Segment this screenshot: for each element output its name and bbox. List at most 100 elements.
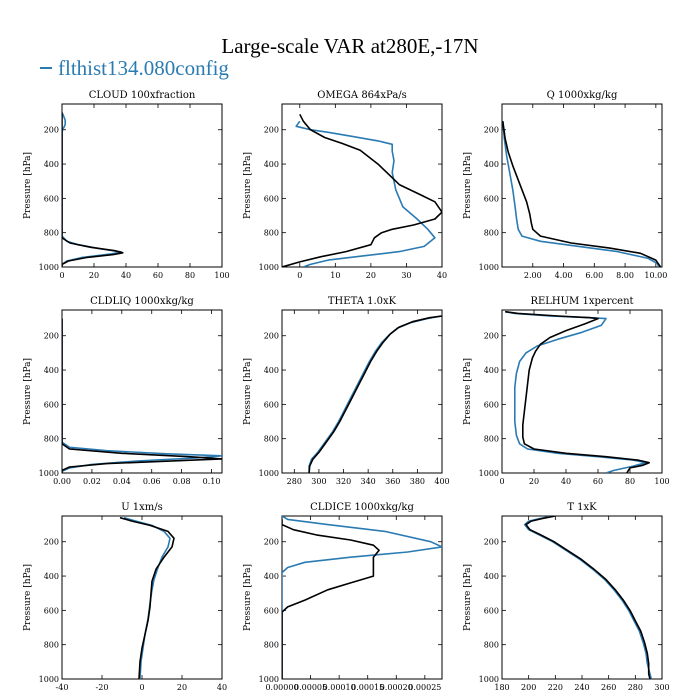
panel-title: THETA 1.0xK — [328, 296, 397, 307]
x-tick-label: 300 — [654, 683, 669, 692]
legend: flthist134.080config — [40, 56, 229, 81]
series-line-config — [62, 112, 122, 267]
x-tick-label: 60 — [593, 477, 603, 486]
y-tick-label: 1000 — [39, 675, 59, 684]
panel: Q 1000xkg/kg Pressure [hPa] 200 400 600 800 10… — [463, 90, 667, 280]
y-tick-label: 1000 — [259, 263, 279, 272]
x-tick-label: 100 — [214, 271, 229, 280]
series-line-config — [502, 121, 660, 267]
y-tick-label: 800 — [264, 435, 279, 444]
panel: CLDICE 1000xkg/kg Pressure [hPa] 200 400 600… — [243, 502, 443, 692]
plot-frame — [281, 515, 443, 680]
x-tick-label: 0 — [297, 271, 302, 280]
y-tick-label: 1000 — [39, 469, 59, 478]
x-tick-label: 20 — [89, 271, 99, 280]
y-tick-label: 1000 — [479, 263, 499, 272]
x-tick-label: 20 — [366, 271, 376, 280]
x-tick-label: 80 — [625, 477, 635, 486]
plot-frame — [61, 103, 223, 268]
y-axis-label: Pressure [hPa] — [23, 358, 33, 425]
y-axis-label: Pressure [hPa] — [23, 564, 33, 631]
x-tick-label: 260 — [601, 683, 616, 692]
y-tick-label: 600 — [484, 194, 499, 203]
y-tick-label: 200 — [44, 126, 59, 135]
x-tick-label: 100 — [654, 477, 669, 486]
series-line-reference — [119, 516, 175, 679]
x-tick-label: 2.00 — [524, 271, 542, 280]
y-tick-label: 400 — [44, 160, 59, 169]
panel-title: RELHUM 1xpercent — [530, 296, 633, 307]
y-axis-label: Pressure [hPa] — [463, 358, 473, 425]
y-tick-label: 800 — [264, 229, 279, 238]
x-tick-label: 220 — [548, 683, 563, 692]
x-tick-label: 360 — [385, 477, 400, 486]
panel-title: T 1xK — [567, 502, 597, 513]
x-tick-label: 0.00005 — [294, 683, 327, 692]
x-tick-label: 0 — [59, 271, 64, 280]
x-tick-label: 0.00020 — [380, 683, 413, 692]
series-line-config — [308, 315, 442, 473]
x-tick-label: 20 — [529, 477, 539, 486]
y-tick-label: 800 — [484, 641, 499, 650]
y-tick-label: 1000 — [479, 675, 499, 684]
x-tick-label: 200 — [521, 683, 536, 692]
y-tick-label: 200 — [484, 332, 499, 341]
y-tick-label: 600 — [264, 606, 279, 615]
panel-title: OMEGA 864xPa/s — [317, 90, 407, 101]
y-tick-label: 800 — [44, 641, 59, 650]
x-tick-label: 180 — [494, 683, 509, 692]
y-tick-label: 200 — [484, 126, 499, 135]
y-tick-label: 200 — [264, 332, 279, 341]
x-tick-label: 0.08 — [173, 477, 191, 486]
x-tick-label: 60 — [153, 271, 163, 280]
x-tick-label: 0.10 — [203, 477, 221, 486]
y-axis-label: Pressure [hPa] — [243, 152, 253, 219]
series-line-reference — [525, 516, 651, 679]
x-tick-label: 0.00010 — [323, 683, 356, 692]
series-line-reference — [62, 318, 222, 473]
x-tick-label: 10.00 — [644, 271, 667, 280]
y-axis-label: Pressure [hPa] — [243, 564, 253, 631]
panel: CLDLIQ 1000xkg/kg Pressure [hPa] 200 400 600… — [23, 296, 223, 486]
y-tick-label: 200 — [44, 538, 59, 547]
y-tick-label: 400 — [44, 366, 59, 375]
x-tick-label: 280 — [287, 477, 302, 486]
x-tick-label: 4.00 — [555, 271, 573, 280]
series-line-config — [62, 318, 222, 473]
series-line-reference — [308, 315, 442, 473]
plot-frame — [501, 515, 663, 680]
panel-title: CLDLIQ 1000xkg/kg — [90, 296, 194, 307]
x-tick-label: 0.02 — [83, 477, 101, 486]
y-tick-label: 600 — [44, 606, 59, 615]
x-tick-label: 320 — [336, 477, 351, 486]
plot-frame — [281, 309, 443, 474]
x-tick-label: 20 — [177, 683, 187, 692]
y-tick-label: 800 — [44, 229, 59, 238]
x-tick-label: -20 — [96, 683, 109, 692]
y-tick-label: 200 — [264, 538, 279, 547]
y-tick-label: 800 — [264, 641, 279, 650]
y-tick-label: 800 — [484, 229, 499, 238]
series-line-config — [282, 516, 442, 679]
series-line-reference — [282, 519, 380, 679]
panel-title: CLOUD 100xfraction — [89, 90, 196, 101]
series-line-reference — [62, 112, 124, 267]
plot-frame — [281, 103, 443, 268]
x-tick-label: 30 — [401, 271, 411, 280]
y-axis-label: Pressure [hPa] — [243, 358, 253, 425]
series-line-reference — [502, 121, 662, 267]
x-tick-label: 400 — [434, 477, 449, 486]
y-tick-label: 200 — [44, 332, 59, 341]
figure-title: Large-scale VAR at280E,-17N — [221, 34, 479, 58]
x-tick-label: 8.00 — [616, 271, 634, 280]
x-tick-label: 0.04 — [113, 477, 131, 486]
x-tick-label: 0.00 — [53, 477, 71, 486]
x-tick-label: 80 — [185, 271, 195, 280]
series-line-reference — [282, 113, 442, 267]
y-tick-label: 600 — [264, 194, 279, 203]
plot-frame — [501, 103, 663, 268]
y-tick-label: 1000 — [259, 675, 279, 684]
